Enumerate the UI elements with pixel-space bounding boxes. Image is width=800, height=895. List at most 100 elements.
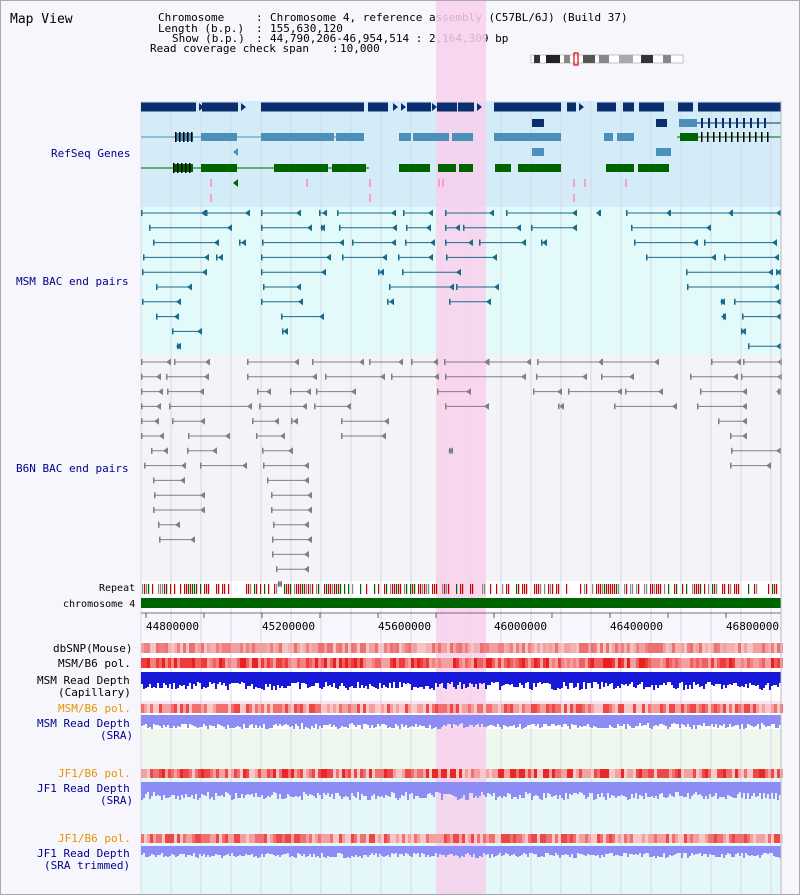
- msm-bac-pair-end: [446, 254, 448, 261]
- read-depth-bar: [399, 782, 401, 798]
- chromosome-bar[interactable]: [141, 598, 781, 608]
- repeat-element: [196, 584, 198, 594]
- read-depth-bar: [663, 715, 665, 725]
- read-depth-bar: [215, 672, 217, 689]
- polymorphism-cell: [327, 643, 330, 653]
- polymorphism-cell: [366, 834, 369, 843]
- polymorphism-cell: [594, 704, 597, 713]
- repeat-element: [484, 584, 486, 594]
- read-depth-bar: [757, 715, 759, 724]
- read-depth-bar: [581, 672, 583, 689]
- polymorphism-cell: [189, 658, 192, 668]
- read-depth-bar: [413, 782, 415, 799]
- refseq-gene-track[interactable]: [141, 102, 781, 203]
- polymorphism-cell: [486, 658, 489, 668]
- polymorphism-cell: [732, 834, 735, 843]
- read-depth-bar: [713, 782, 715, 796]
- polymorphism-cell: [462, 769, 465, 778]
- read-depth-bar: [509, 672, 511, 685]
- read-depth-bar: [263, 782, 265, 799]
- read-depth-bar: [197, 846, 199, 858]
- read-depth-bar: [313, 782, 315, 796]
- repeat-track[interactable]: [142, 584, 778, 594]
- read-depth-bar: [215, 715, 217, 728]
- read-depth-bar: [157, 846, 159, 855]
- polymorphism-cell: [597, 643, 600, 653]
- polymorphism-cell: [543, 834, 546, 843]
- read-depth-bar: [145, 782, 147, 794]
- gene-exon: [719, 132, 721, 142]
- read-depth-bar: [725, 782, 727, 799]
- read-depth-bar: [491, 782, 493, 796]
- read-depth-bar: [441, 782, 443, 800]
- polymorphism-cell: [564, 658, 567, 668]
- polymorphism-cell: [177, 704, 180, 713]
- read-depth-bar: [749, 782, 751, 799]
- b6n-bac-pair-end: [141, 373, 143, 380]
- read-depth-bar: [293, 672, 295, 683]
- polymorphism-cell: [168, 704, 171, 713]
- msm-bac-track[interactable]: [141, 209, 781, 350]
- polymorphism-cell: [729, 834, 732, 843]
- repeat-element: [612, 584, 614, 594]
- read-depth-bar: [575, 715, 577, 725]
- polymorphism-cell: [375, 769, 378, 778]
- b6n-bac-pair-end: [312, 373, 317, 381]
- gene-exon: [173, 163, 175, 173]
- read-depth-bar: [155, 672, 157, 688]
- read-depth-bar: [513, 846, 515, 854]
- polymorphism-cell: [342, 834, 345, 843]
- b6n-bac-pair-end: [466, 388, 471, 396]
- read-depth-bar: [283, 672, 285, 688]
- polymorphism-cell: [216, 834, 219, 843]
- read-depth-bar: [463, 846, 465, 857]
- read-depth-bar: [445, 782, 447, 794]
- read-depth-bar: [517, 715, 519, 727]
- polymorphism-cell: [561, 834, 564, 843]
- read-depth-bar: [601, 672, 603, 682]
- chromosome-ideogram[interactable]: [530, 52, 684, 66]
- polymorphism-cell: [378, 643, 381, 653]
- polymorphism-cell: [738, 769, 741, 778]
- read-depth-bar: [399, 715, 401, 729]
- polymorphism-cell: [480, 658, 483, 668]
- read-depth-bar: [615, 782, 617, 798]
- polymorphism-cell: [243, 658, 246, 668]
- msm-bac-pair-end: [776, 268, 781, 276]
- highlight-region[interactable]: [436, 1, 486, 895]
- polymorphism-cell: [474, 643, 477, 653]
- gene-marker: [584, 179, 586, 187]
- read-depth-bar: [585, 715, 587, 726]
- polymorphism-cell: [189, 834, 192, 843]
- polymorphism-cell: [651, 769, 654, 778]
- msm-bac-pair-end: [321, 268, 326, 276]
- read-depth-bar: [259, 715, 261, 726]
- read-depth-bar: [275, 715, 277, 724]
- msm-bac-pair-end: [463, 224, 465, 231]
- read-depth-bar: [271, 782, 273, 795]
- polymorphism-cell: [366, 769, 369, 778]
- polymorphism-cell: [372, 704, 375, 713]
- read-depth-bar: [527, 715, 529, 725]
- b6n-bac-track[interactable]: [141, 358, 782, 588]
- read-depth-bar: [345, 782, 347, 796]
- polymorphism-cell: [579, 643, 582, 653]
- polymorphism-cell: [216, 658, 219, 668]
- read-depth-bar: [465, 846, 467, 854]
- read-depth-bar: [257, 846, 259, 858]
- coverage-tracks[interactable]: [141, 643, 783, 858]
- read-depth-bar: [485, 715, 487, 727]
- read-depth-bar: [329, 782, 331, 797]
- polymorphism-cell: [279, 704, 282, 713]
- read-depth-bar: [371, 672, 373, 686]
- polymorphism-cell: [516, 834, 519, 843]
- polymorphism-cell: [450, 834, 453, 843]
- msm-read-depth-sra-sub: (SRA): [100, 729, 134, 742]
- msm-bac-pair-end: [296, 209, 301, 217]
- polymorphism-cell: [744, 643, 747, 653]
- read-depth-bar: [443, 846, 445, 855]
- read-depth-bar: [309, 715, 311, 729]
- polymorphism-cell: [672, 643, 675, 653]
- polymorphism-cell: [699, 643, 702, 653]
